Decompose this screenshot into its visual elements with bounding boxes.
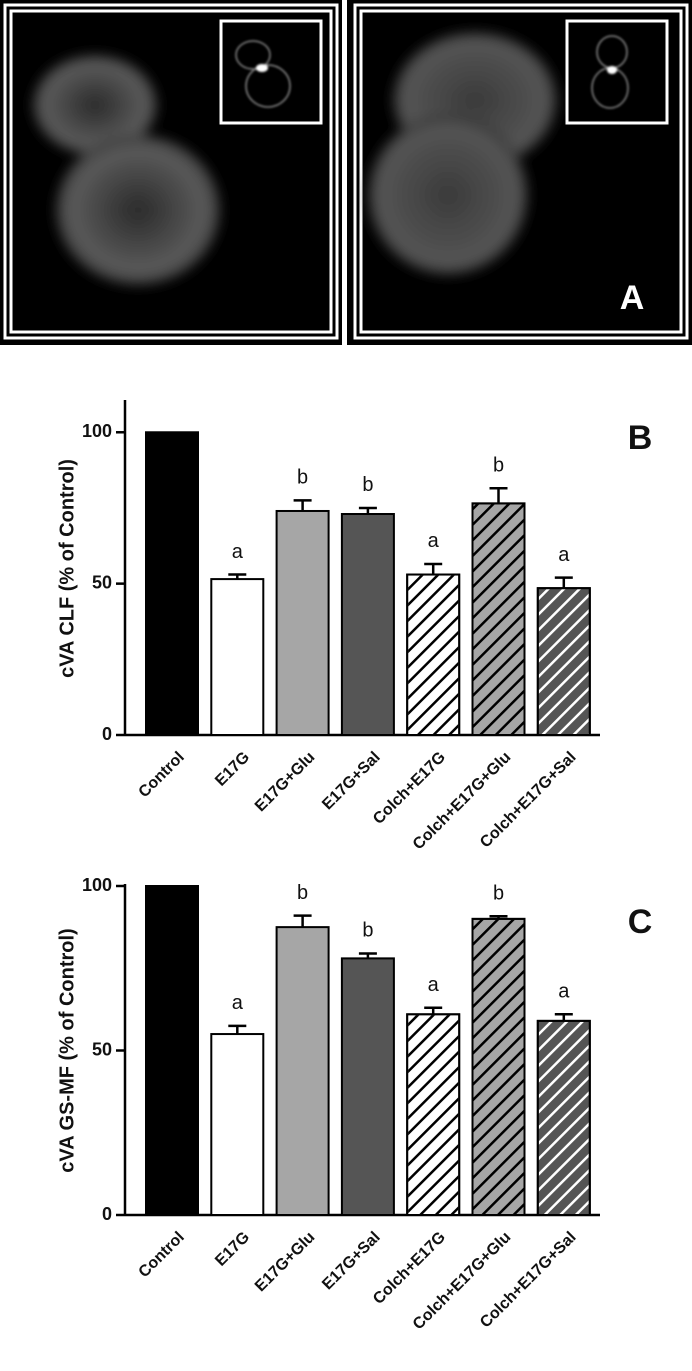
- x-tick-label: E17G+Glu: [252, 1229, 318, 1295]
- bar: [210, 578, 265, 736]
- annotation: a: [558, 981, 570, 1003]
- annotation: b: [362, 474, 373, 496]
- x-tick-label: Control: [136, 749, 188, 801]
- x-tick-label: Control: [136, 1229, 188, 1281]
- x-tick-label: E17G: [212, 1229, 253, 1270]
- annotation: b: [297, 882, 308, 904]
- x-tick-label: E17G+Sal: [319, 749, 384, 814]
- y-tick-label: 100: [82, 421, 112, 441]
- y-tick-label: 0: [102, 724, 112, 744]
- panel-label: B: [628, 419, 653, 457]
- bar-hatch: [538, 1021, 589, 1214]
- annotation: a: [558, 544, 570, 566]
- bar-hatch: [538, 589, 589, 734]
- y-axis-label: cVA CLF (% of Control): [56, 459, 78, 678]
- bar: [210, 1033, 265, 1217]
- divider: [342, 0, 347, 345]
- panel-label: A: [620, 279, 645, 317]
- panel-label: C: [628, 903, 653, 941]
- frame: [3, 3, 339, 340]
- annotation: b: [493, 883, 504, 905]
- annotation: a: [428, 974, 440, 996]
- annotation: b: [493, 455, 504, 477]
- bar: [340, 513, 395, 736]
- y-tick-label: 50: [92, 1039, 112, 1059]
- image-panel: A: [0, 0, 692, 345]
- bar: [340, 957, 395, 1216]
- cells: [33, 55, 220, 285]
- x-tick-label: E17G+Glu: [252, 749, 318, 815]
- bar-hatch: [408, 1015, 459, 1214]
- bar: [145, 431, 199, 736]
- bar: [145, 885, 199, 1216]
- inset-cells: [235, 40, 291, 108]
- annotation: b: [362, 920, 373, 942]
- annotation: a: [232, 992, 244, 1014]
- annotation: a: [232, 541, 244, 563]
- annotation: a: [428, 530, 440, 552]
- bar: [275, 509, 330, 736]
- inset-cells: [591, 35, 629, 109]
- y-tick-label: 50: [92, 572, 112, 592]
- y-tick-label: 0: [102, 1204, 112, 1224]
- inset: [219, 19, 323, 125]
- annotation: b: [297, 467, 308, 489]
- y-tick-label: 100: [82, 875, 112, 895]
- cells: [368, 32, 557, 275]
- frame: [359, 9, 683, 334]
- x-tick-label: E17G: [212, 749, 253, 790]
- bar: [275, 926, 330, 1216]
- x-tick-label: E17G+Sal: [319, 1229, 384, 1294]
- frame: [9, 9, 333, 334]
- frame: [353, 3, 689, 340]
- bar-hatch: [473, 504, 524, 734]
- y-axis-label: cVA GS-MF (% of Control): [56, 928, 78, 1172]
- bar-hatch: [473, 919, 524, 1214]
- bar-hatch: [408, 575, 459, 734]
